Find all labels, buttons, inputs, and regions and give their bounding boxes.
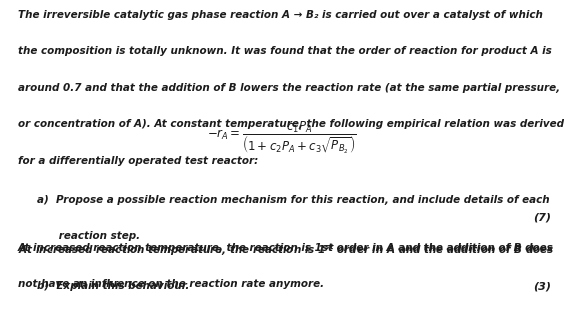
Text: not have an influence on the reaction rate anymore.: not have an influence on the reaction ra… <box>18 279 324 289</box>
Text: a)  Propose a possible reaction mechanism for this reaction, and include details: a) Propose a possible reaction mechanism… <box>37 195 549 205</box>
Text: for a differentially operated test reactor:: for a differentially operated test react… <box>18 156 258 166</box>
Text: b)  Explain this behaviour.: b) Explain this behaviour. <box>37 281 189 291</box>
Text: At increased reaction temperature, the reaction is 1st order in A and the additi: At increased reaction temperature, the r… <box>18 243 554 252</box>
Text: The irreversible catalytic gas phase reaction A → B₂ is carried out over a catal: The irreversible catalytic gas phase rea… <box>18 10 543 20</box>
Text: $-r_A = \dfrac{c_1 P_A}{\left(1 + c_2 P_A + c_3\sqrt{P_{B_2}}\right)}$: $-r_A = \dfrac{c_1 P_A}{\left(1 + c_2 P_… <box>207 120 357 155</box>
Text: (7): (7) <box>534 213 552 223</box>
Text: around 0.7 and that the addition of B lowers the reaction rate (at the same part: around 0.7 and that the addition of B lo… <box>18 83 560 93</box>
Text: (3): (3) <box>534 281 552 291</box>
Text: At increased reaction temperature, the reaction is 1$^{\mathregular{st}}$ order : At increased reaction temperature, the r… <box>18 243 555 258</box>
Text: or concentration of A). At constant temperature, the following empirical relatio: or concentration of A). At constant temp… <box>18 119 564 129</box>
Text: the composition is totally unknown. It was found that the order of reaction for : the composition is totally unknown. It w… <box>18 46 552 56</box>
Text: reaction step.: reaction step. <box>37 231 140 241</box>
